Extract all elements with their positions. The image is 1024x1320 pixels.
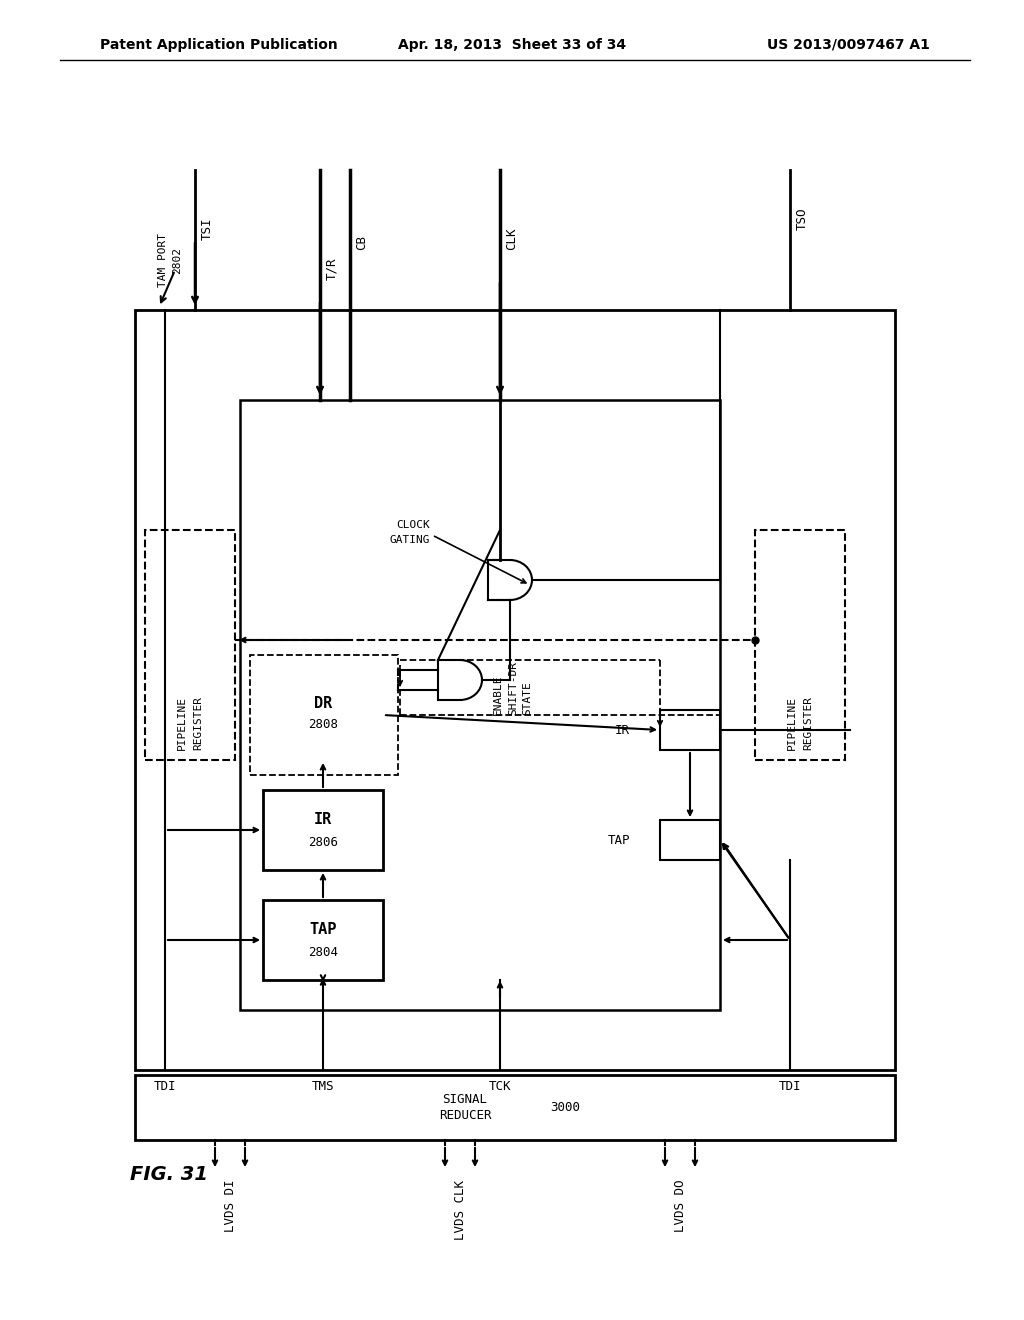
Text: REGISTER: REGISTER bbox=[803, 696, 813, 750]
Text: IR: IR bbox=[615, 723, 630, 737]
Text: PIPELINE: PIPELINE bbox=[177, 696, 187, 750]
Text: FIG. 31: FIG. 31 bbox=[130, 1166, 208, 1184]
Bar bbox=[145, 531, 234, 760]
Text: REGISTER: REGISTER bbox=[193, 696, 203, 750]
Text: TAP: TAP bbox=[607, 833, 630, 846]
Text: ENABLE: ENABLE bbox=[493, 675, 503, 715]
Text: LVDS CLK: LVDS CLK bbox=[454, 1180, 467, 1239]
Text: SHIFT-DR: SHIFT-DR bbox=[508, 661, 518, 715]
Text: TMS: TMS bbox=[311, 1080, 334, 1093]
Text: CLOCK: CLOCK bbox=[396, 520, 430, 531]
Text: 2802: 2802 bbox=[172, 247, 182, 273]
Text: LVDS DI: LVDS DI bbox=[223, 1180, 237, 1233]
Text: 2804: 2804 bbox=[308, 945, 338, 958]
Text: STATE: STATE bbox=[522, 681, 532, 715]
Text: TDI: TDI bbox=[154, 1080, 176, 1093]
Bar bbox=[135, 1074, 895, 1140]
Bar bbox=[755, 531, 845, 760]
Text: REDUCER: REDUCER bbox=[438, 1109, 492, 1122]
Text: Apr. 18, 2013  Sheet 33 of 34: Apr. 18, 2013 Sheet 33 of 34 bbox=[398, 38, 626, 51]
Bar bbox=[660, 820, 720, 861]
Text: SIGNAL: SIGNAL bbox=[442, 1093, 487, 1106]
Text: TAP: TAP bbox=[309, 923, 337, 937]
Bar bbox=[250, 655, 398, 775]
Text: 2808: 2808 bbox=[308, 718, 338, 731]
Text: TSO: TSO bbox=[796, 207, 809, 230]
Text: 3000: 3000 bbox=[550, 1101, 580, 1114]
Text: PIPELINE: PIPELINE bbox=[787, 696, 797, 750]
Text: LVDS DO: LVDS DO bbox=[674, 1180, 686, 1233]
Bar bbox=[263, 900, 383, 979]
Text: IR: IR bbox=[314, 813, 332, 828]
Bar bbox=[263, 789, 383, 870]
Bar bbox=[660, 710, 720, 750]
Text: DR: DR bbox=[314, 696, 332, 710]
Text: CLK: CLK bbox=[506, 227, 518, 249]
Text: TCK: TCK bbox=[488, 1080, 511, 1093]
Text: T/R: T/R bbox=[326, 257, 339, 280]
Bar bbox=[135, 310, 895, 1071]
Bar bbox=[240, 400, 720, 1010]
Text: CB: CB bbox=[355, 235, 369, 249]
Text: TDI: TDI bbox=[778, 1080, 801, 1093]
Text: TAM PORT: TAM PORT bbox=[158, 234, 168, 286]
Text: US 2013/0097467 A1: US 2013/0097467 A1 bbox=[767, 38, 930, 51]
Text: TSI: TSI bbox=[201, 218, 213, 240]
Text: 2806: 2806 bbox=[308, 836, 338, 849]
Text: Patent Application Publication: Patent Application Publication bbox=[100, 38, 338, 51]
Text: GATING: GATING bbox=[389, 535, 430, 545]
Bar bbox=[263, 671, 383, 760]
